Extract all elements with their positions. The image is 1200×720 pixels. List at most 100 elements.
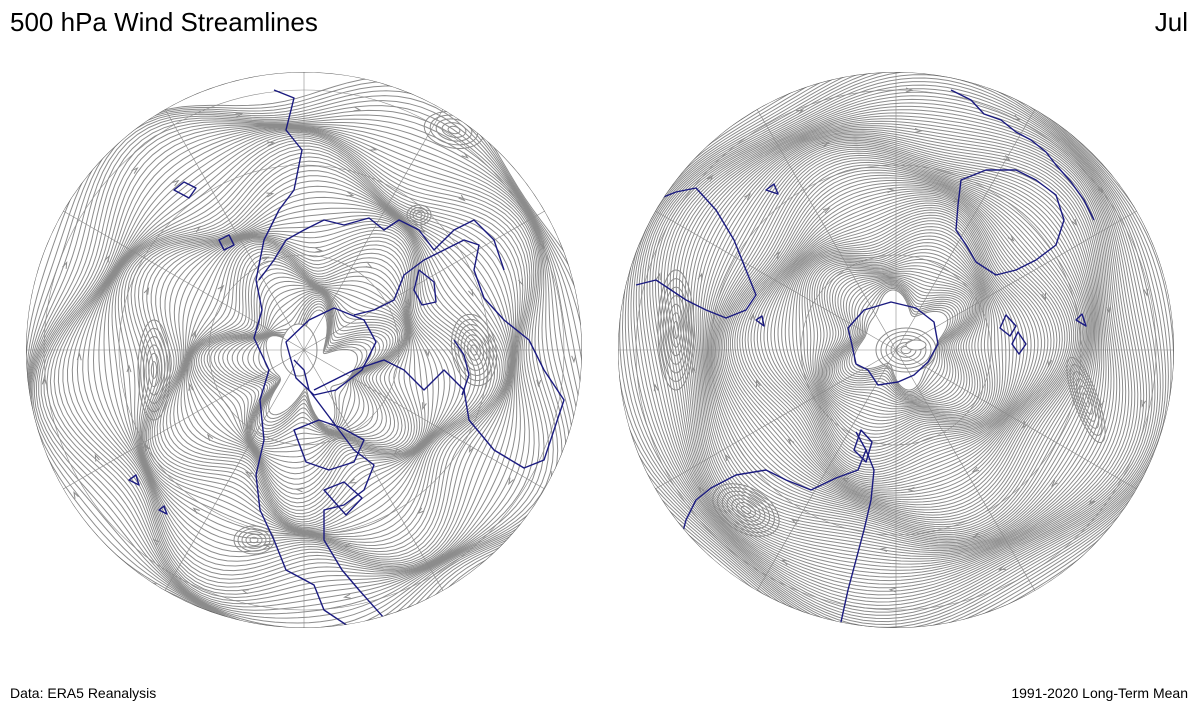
streamline-arrow (149, 581, 157, 588)
streamline (123, 170, 508, 555)
streamline (195, 264, 407, 475)
streamline-arrow (822, 207, 831, 214)
streamline (33, 122, 571, 628)
streamline-eddy (665, 295, 687, 365)
streamline (145, 207, 492, 536)
streamline-arrow (724, 453, 731, 462)
streamline (40, 125, 559, 624)
streamline-arrow (952, 197, 961, 203)
streamline (66, 130, 529, 599)
streamline-eddy (731, 498, 761, 522)
streamline (756, 198, 1046, 482)
streamline-arrow (342, 593, 351, 599)
streamline-arrow (104, 254, 110, 263)
streamline (649, 84, 1153, 596)
streamline (701, 135, 1101, 545)
streamline-eddy (241, 531, 267, 549)
streamline (693, 128, 1109, 552)
streamline-arrow (887, 188, 895, 194)
streamline-eddy (145, 344, 163, 396)
streamline-arrow (261, 256, 270, 262)
streamline (811, 245, 991, 435)
streamline-arrow (461, 152, 469, 159)
streamline-eddy (717, 487, 775, 533)
streamline-eddy (736, 502, 756, 518)
streamline (654, 91, 1148, 589)
streamline (712, 150, 1090, 530)
streamline-arrow (998, 565, 1006, 571)
meridian-line (895, 90, 1047, 351)
streamline (247, 298, 377, 432)
streamline (720, 164, 1082, 516)
streamline-arrow (343, 542, 352, 548)
streamline (643, 77, 1159, 603)
streamline (837, 280, 965, 400)
coastline-greenland (285, 307, 377, 396)
streamline (773, 209, 1029, 471)
streamline-arrow (972, 532, 981, 538)
streamline (635, 72, 1167, 613)
streamline-arrow (744, 192, 752, 201)
streamline-arrow (374, 622, 383, 628)
coastline-small-islands (128, 181, 235, 515)
streamline (30, 114, 578, 628)
streamline-arrow (1041, 292, 1047, 301)
streamline (252, 300, 372, 431)
streamline (162, 229, 462, 527)
streamline (818, 255, 984, 425)
streamline (820, 258, 982, 422)
streamline (788, 220, 1014, 460)
streamline (719, 161, 1083, 519)
streamline-arrow (697, 272, 703, 281)
streamline (200, 272, 406, 464)
streamline-arrow (821, 142, 830, 148)
streamline (154, 220, 477, 531)
streamline-arrow (94, 453, 100, 462)
streamline (114, 156, 512, 562)
streamline-arrow (172, 179, 180, 187)
streamline-eddy (467, 339, 481, 361)
streamline (258, 303, 368, 429)
streamline (62, 129, 531, 602)
streamline (117, 160, 511, 560)
streamline-arrow (152, 538, 160, 546)
streamline (713, 152, 1089, 528)
streamline-arrow (653, 383, 659, 392)
streamline (173, 238, 445, 521)
streamline (681, 120, 1121, 560)
streamline-arrow (207, 433, 214, 442)
streamline-eddy (712, 483, 780, 537)
streamline-eddy (1072, 371, 1100, 429)
streamline-arrow (424, 349, 430, 358)
streamline (194, 260, 410, 480)
northern-hemisphere-map (24, 70, 584, 630)
streamline-eddy (150, 361, 158, 379)
streamline-arrow (1050, 479, 1058, 488)
streamline-arrow (1088, 498, 1096, 506)
streamline-arrow (1105, 306, 1111, 315)
streamline (107, 148, 513, 567)
streamline (795, 226, 1007, 454)
streamline (203, 276, 404, 458)
meridian-line (44, 199, 305, 351)
streamline (638, 72, 1164, 610)
streamline-arrow (263, 543, 272, 549)
streamline (633, 72, 1169, 616)
streamline (827, 272, 975, 408)
streamline-arrow (655, 272, 661, 281)
streamline (189, 250, 418, 495)
polar-vortex-core (905, 339, 927, 351)
meridian-line (636, 349, 897, 501)
streamline-eddy (662, 286, 690, 374)
streamline-eddy (233, 525, 275, 555)
meridian-line (153, 349, 305, 610)
streamline-eddy (470, 344, 478, 356)
streamline-eddy (667, 303, 685, 357)
streamline (675, 115, 1127, 565)
streamline-arrow (131, 167, 139, 174)
streamline-eddy (245, 533, 263, 547)
streamline (839, 281, 963, 399)
graticule-south (618, 72, 1174, 628)
meridian-line (895, 349, 1047, 610)
streamline-arrow (914, 128, 923, 133)
